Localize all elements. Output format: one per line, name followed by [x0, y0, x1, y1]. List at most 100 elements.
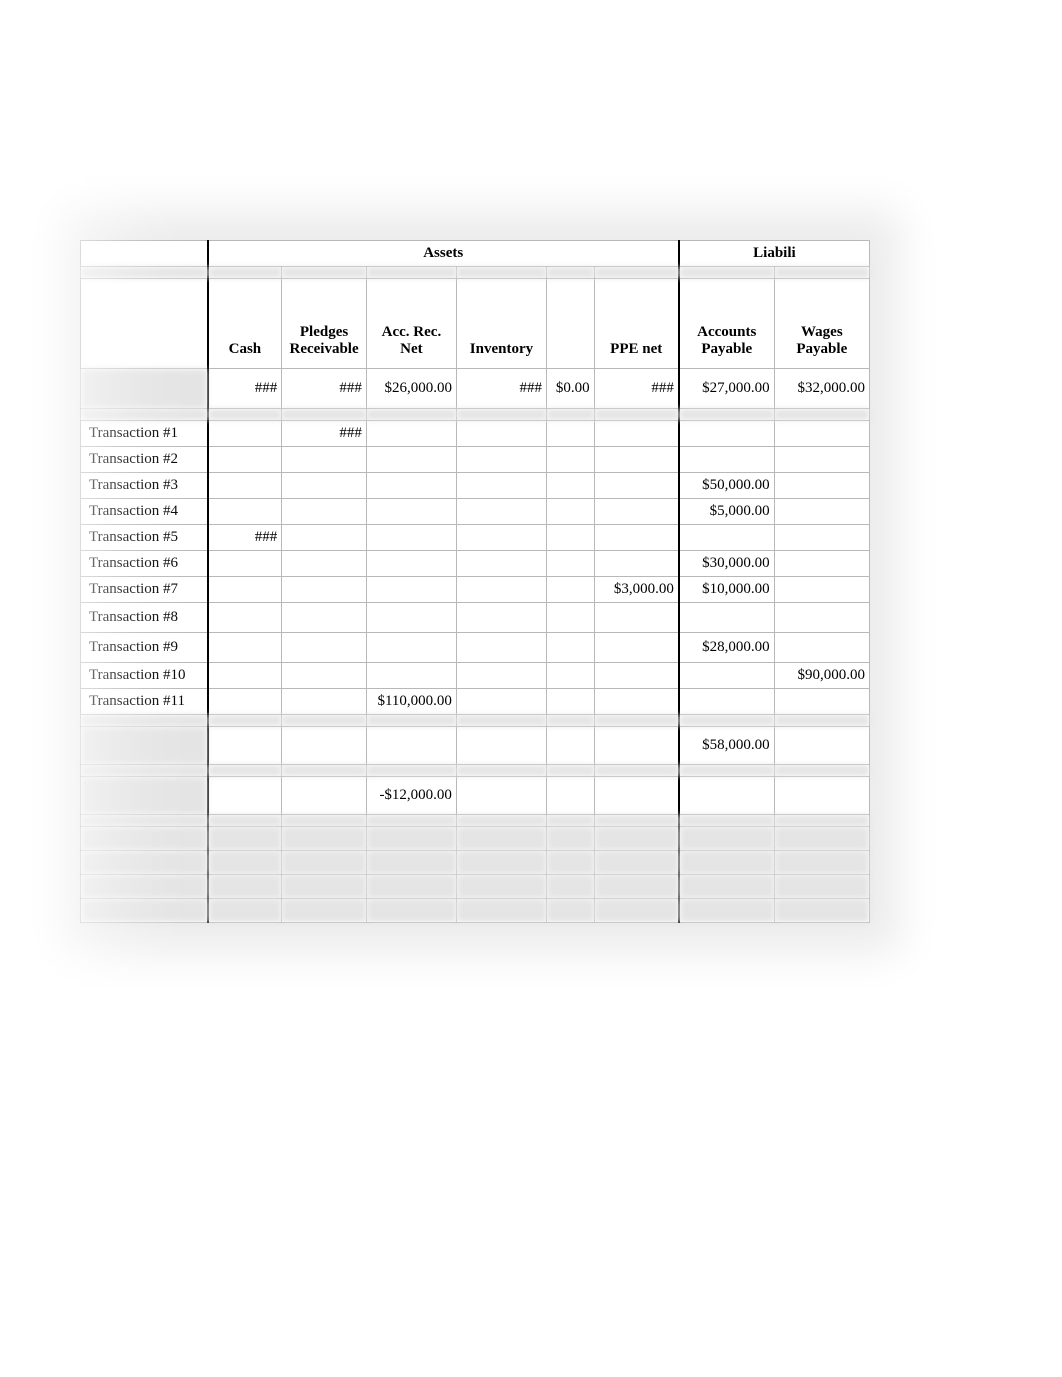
col-header-accrec: Acc. Rec. Net: [366, 279, 456, 369]
tx-accrec: [366, 551, 456, 577]
col-header-inventory: Inventory: [456, 279, 546, 369]
tx-ap: $10,000.00: [679, 577, 774, 603]
tx-pledges: [282, 577, 367, 603]
summary-label: [81, 727, 208, 765]
spacer-row: [81, 765, 870, 777]
table-row: Transaction #1 ###: [81, 421, 870, 447]
tx-ppe: $3,000.00: [594, 577, 679, 603]
tx-label: Transaction #4: [81, 499, 208, 525]
group-header-blank: [81, 241, 208, 267]
tx-ppe: [594, 551, 679, 577]
table-row: Transaction #5###: [81, 525, 870, 551]
tx-ap: [679, 421, 774, 447]
tx-blank: [546, 577, 594, 603]
summary-cash: [208, 777, 282, 815]
summary-accrec: -$12,000.00: [366, 777, 456, 815]
tx-label: Transaction #9: [81, 633, 208, 663]
assets-header: Assets: [208, 241, 679, 267]
tx-accrec: [366, 603, 456, 633]
opening-blank: $0.00: [546, 369, 594, 409]
spacer-row: [81, 815, 870, 827]
tx-pledges: [282, 603, 367, 633]
tx-accrec: $110,000.00: [366, 689, 456, 715]
tx-ppe: [594, 447, 679, 473]
column-header-row: Cash Pledges Receivable Acc. Rec. Net In…: [81, 279, 870, 369]
tx-label: Transaction #8: [81, 603, 208, 633]
tx-label: Transaction #3: [81, 473, 208, 499]
summary-wages: [774, 777, 869, 815]
opening-ppe: ###: [594, 369, 679, 409]
tx-wages: [774, 633, 869, 663]
summary-cash: [208, 727, 282, 765]
trailing-row: [81, 875, 870, 899]
tx-accrec: [366, 525, 456, 551]
table-row: Transaction #2: [81, 447, 870, 473]
summary-inventory: [456, 777, 546, 815]
summary-pledges: [282, 727, 367, 765]
tx-label: Transaction #2: [81, 447, 208, 473]
tx-wages: [774, 499, 869, 525]
tx-ap: [679, 525, 774, 551]
col-header-cash: Cash: [208, 279, 282, 369]
opening-pledges: ###: [282, 369, 367, 409]
tx-pledges: [282, 689, 367, 715]
summary-row: -$12,000.00: [81, 777, 870, 815]
table-row: Transaction #8: [81, 603, 870, 633]
tx-blank: [546, 603, 594, 633]
tx-ppe: [594, 499, 679, 525]
tx-cash: [208, 421, 282, 447]
tx-label: Transaction #10: [81, 663, 208, 689]
tx-pledges: ###: [282, 421, 367, 447]
spacer-row: [81, 267, 870, 279]
group-header-row: Assets Liabili: [81, 241, 870, 267]
tx-label: Transaction #1: [81, 421, 208, 447]
tx-cash: [208, 603, 282, 633]
tx-ppe: [594, 421, 679, 447]
tx-ppe: [594, 525, 679, 551]
summary-inventory: [456, 727, 546, 765]
tx-blank: [546, 421, 594, 447]
tx-ap: [679, 603, 774, 633]
tx-cash: [208, 689, 282, 715]
tx-ppe: [594, 603, 679, 633]
tx-inventory: [456, 551, 546, 577]
summary-ap: $58,000.00: [679, 727, 774, 765]
tx-cash: [208, 499, 282, 525]
tx-wages: $90,000.00: [774, 663, 869, 689]
col-header-ppe: PPE net: [594, 279, 679, 369]
col-header-pledges: Pledges Receivable: [282, 279, 367, 369]
tx-ap: [679, 689, 774, 715]
transactions-body: Transaction #1###Transaction #2Transacti…: [81, 421, 870, 715]
summary-blank: [546, 777, 594, 815]
summary-pledges: [282, 777, 367, 815]
tx-ppe: [594, 689, 679, 715]
tx-inventory: [456, 577, 546, 603]
opening-label: [81, 369, 208, 409]
tx-accrec: [366, 499, 456, 525]
tx-accrec: [366, 421, 456, 447]
tx-accrec: [366, 663, 456, 689]
tx-cash: [208, 447, 282, 473]
tx-wages: [774, 577, 869, 603]
tx-cash: [208, 577, 282, 603]
summary-row: $58,000.00: [81, 727, 870, 765]
tx-blank: [546, 525, 594, 551]
summary-ppe: [594, 777, 679, 815]
tx-wages: [774, 603, 869, 633]
tx-blank: [546, 551, 594, 577]
tx-ppe: [594, 473, 679, 499]
summary-ap: [679, 777, 774, 815]
spacer-row: [81, 409, 870, 421]
col-header-blank: [546, 279, 594, 369]
tx-label: Transaction #11: [81, 689, 208, 715]
tx-wages: [774, 689, 869, 715]
tx-wages: [774, 473, 869, 499]
tx-blank: [546, 633, 594, 663]
summary-body: $58,000.00 -$12,000.00: [81, 727, 870, 827]
tx-ap: $28,000.00: [679, 633, 774, 663]
tx-label: Transaction #7: [81, 577, 208, 603]
tx-wages: [774, 551, 869, 577]
summary-accrec: [366, 727, 456, 765]
table-row: Transaction #9 $28,000.00: [81, 633, 870, 663]
tx-wages: [774, 525, 869, 551]
